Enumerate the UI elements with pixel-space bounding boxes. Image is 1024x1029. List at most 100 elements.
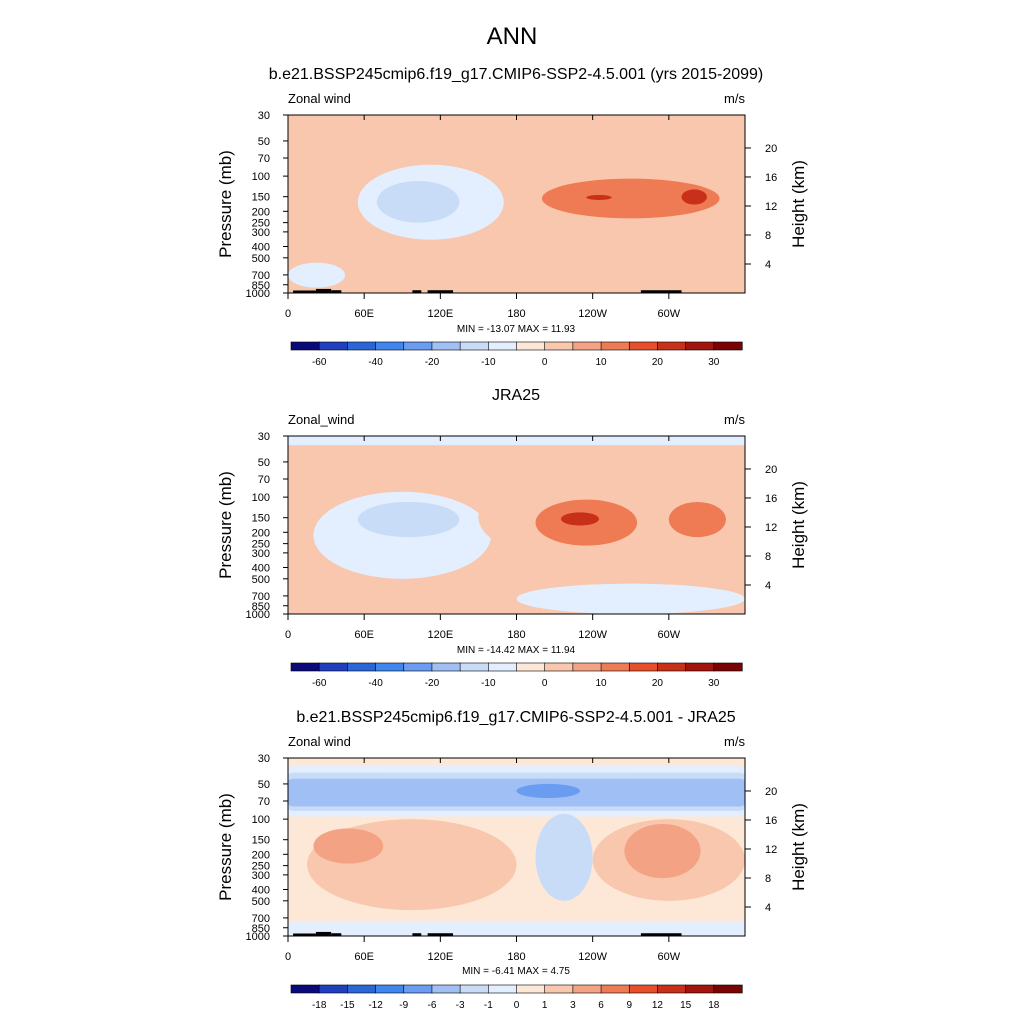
topography-mask [293,933,316,936]
y-axis-title-right: Height (km) [789,160,808,248]
colorbar-swatch [544,662,574,672]
colorbar-label: -10 [481,357,496,368]
longitude-tick-label: 60W [658,951,681,963]
contour-region [288,262,346,288]
height-tick-label: 4 [765,259,771,271]
pressure-tick-label: 100 [252,492,270,504]
colorbar-label: 0 [542,678,548,689]
panel-2-title: JRA25 [492,387,540,404]
y-axis-title-right: Height (km) [789,481,808,569]
colorbar-swatch [459,662,489,672]
colorbar-label: -1 [484,1000,493,1011]
colorbar-label: 18 [708,1000,720,1011]
colorbar-label: 20 [652,678,664,689]
longitude-tick-label: 60E [354,951,374,963]
colorbar-swatch [600,341,630,351]
topography-mask [412,933,422,936]
colorbar-swatch [628,984,659,994]
colorbar-swatch [516,984,546,994]
colorbar-label: -40 [368,678,383,689]
pressure-tick-label: 250 [252,539,270,551]
pressure-tick-label: 500 [252,896,270,908]
contour-region [288,921,745,936]
panel-3-title: b.e21.BSSP245cmip6.f19_g17.CMIP6-SSP2-4.… [296,709,735,726]
longitude-tick-label: 60W [658,629,681,641]
panel-3-colorbar: -18 -15 -12 -9 -6 -3 -1 0 1 3 6 9 12 15 18 [290,984,743,1011]
topography-mask [640,290,682,293]
height-tick-label: 8 [765,551,771,563]
panel-1-variable-label: Zonal wind [288,91,351,106]
colorbar-swatch [657,341,687,351]
pressure-tick-label: 30 [258,753,270,765]
pressure-tick-label: 400 [252,884,270,896]
pressure-tick-label: 250 [252,861,270,873]
height-tick-label: 4 [765,902,771,914]
colorbar-label: -9 [399,1000,408,1011]
colorbar-swatch [290,662,320,672]
topography-mask [293,290,316,293]
colorbar-swatch [431,984,461,994]
contour-region [376,180,460,223]
pressure-tick-label: 300 [252,227,270,239]
colorbar-swatch [318,662,348,672]
colorbar-swatch [459,341,489,351]
figure-title: ANN [487,23,538,50]
pressure-tick-label: 850 [252,280,270,292]
pressure-tick-label: 150 [252,513,270,525]
height-tick-label: 20 [765,143,777,155]
colorbar-label: -10 [481,678,496,689]
colorbar-label: 30 [708,357,720,368]
height-tick-label: 20 [765,786,777,798]
panel-2-stats: MIN = -14.42 MAX = 11.94 [457,645,576,656]
contour-region [516,783,580,799]
colorbar-swatch [713,341,743,351]
longitude-tick-label: 60W [658,308,681,320]
colorbar-label: -40 [368,357,383,368]
colorbar-label: 6 [598,1000,604,1011]
colorbar-swatch [516,662,546,672]
y-axis-title-left: Pressure (mb) [216,150,235,258]
colorbar-label: -15 [340,1000,355,1011]
pressure-tick-label: 300 [252,548,270,560]
panel-1-units-label: m/s [724,91,745,106]
colorbar-swatch [685,341,715,351]
colorbar-swatch [657,984,687,994]
pressure-tick-label: 100 [252,171,270,183]
pressure-tick-label: 30 [258,431,270,443]
colorbar-swatch [347,662,377,672]
colorbar-label: 10 [596,678,608,689]
colorbar-swatch [403,662,433,672]
longitude-tick-label: 180 [507,951,525,963]
colorbar-swatch [572,662,602,672]
y-axis-title-right: Height (km) [789,803,808,891]
y-axis-title-left: Pressure (mb) [216,793,235,901]
colorbar-label: 12 [652,1000,664,1011]
contour-region [560,512,600,526]
height-tick-label: 4 [765,580,771,592]
height-tick-label: 16 [765,815,777,827]
colorbar-label: -20 [425,357,440,368]
pressure-tick-label: 300 [252,870,270,882]
pressure-tick-label: 70 [258,796,270,808]
colorbar-label: 1 [542,1000,548,1011]
topography-mask [331,933,342,936]
colorbar-label: 15 [680,1000,692,1011]
pressure-tick-label: 200 [252,527,270,539]
contour-region [313,828,384,864]
contour-region [541,178,720,219]
longitude-tick-label: 0 [285,629,291,641]
contour-region [288,778,745,807]
colorbar-swatch [572,341,602,351]
topography-mask [315,288,332,293]
colorbar-swatch [290,341,320,351]
colorbar-swatch [600,984,630,994]
height-tick-label: 12 [765,201,777,213]
colorbar-swatch [403,984,433,994]
pressure-tick-label: 700 [252,591,270,603]
colorbar-swatch [347,341,377,351]
panel-2-variable-label: Zonal_wind [288,412,355,427]
